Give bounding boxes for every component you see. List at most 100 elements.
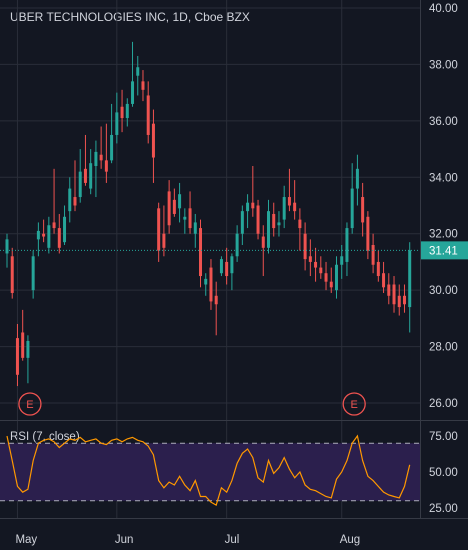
earnings-marker-label: E <box>26 399 33 411</box>
candle-down <box>256 205 260 234</box>
candle-down <box>21 332 25 358</box>
candle-down <box>376 261 380 277</box>
x-tick-label: Jun <box>115 534 134 546</box>
candle-up <box>350 188 354 229</box>
candle-down <box>57 228 61 248</box>
candle-down <box>167 191 171 226</box>
candle-down <box>387 284 391 296</box>
candle-down <box>402 295 406 305</box>
earnings-marker <box>18 392 42 416</box>
candle-down <box>104 160 108 172</box>
earnings-marker-label: E <box>351 399 358 411</box>
candle-down <box>314 261 318 268</box>
y-tick-label: 34.00 <box>429 172 458 184</box>
candle-down <box>120 106 124 119</box>
candle-down <box>141 81 145 90</box>
candle-down <box>157 208 161 251</box>
candle-up <box>36 230 40 240</box>
candle-down <box>146 95 150 135</box>
candle-up <box>340 256 344 265</box>
y-tick-label: 38.00 <box>429 59 458 71</box>
chart-title: UBER TECHNOLOGIES INC, 1D, Cboe BZX <box>10 10 250 24</box>
candle-down <box>397 295 401 308</box>
candle-down <box>162 233 166 248</box>
candle-down <box>392 284 396 305</box>
candle-up <box>63 216 67 243</box>
candle-down <box>324 273 328 282</box>
candle-up <box>89 163 93 189</box>
rsi-tick-label: 25.00 <box>429 503 458 515</box>
y-tick-label: 32.00 <box>429 229 458 241</box>
x-tick-label: Jul <box>225 534 240 546</box>
earnings-marker <box>342 392 366 416</box>
candle-up <box>355 168 359 189</box>
candle-down <box>272 213 276 229</box>
y-tick-label: 36.00 <box>429 116 458 128</box>
last-price-badge <box>421 241 468 260</box>
candle-up <box>47 225 51 248</box>
candle-down <box>371 245 375 265</box>
candle-up <box>110 134 114 161</box>
candle-down <box>225 261 229 277</box>
y-tick-label: 30.00 <box>429 285 458 297</box>
candle-down <box>15 338 19 375</box>
candle-up <box>230 256 234 274</box>
candle-up <box>68 188 72 212</box>
candle-down <box>209 267 213 302</box>
candle-down <box>366 216 370 251</box>
candle-down <box>214 295 218 305</box>
candle-down <box>10 256 14 293</box>
candle-up <box>408 250 412 308</box>
candle-up <box>131 81 135 104</box>
candle-up <box>277 222 281 226</box>
candle-down <box>151 123 155 158</box>
candle-up <box>204 278 208 285</box>
candle-down <box>199 228 203 277</box>
candle-up <box>219 259 223 274</box>
candle-down <box>188 208 192 229</box>
candle-up <box>31 256 35 291</box>
candle-down <box>361 197 365 223</box>
candle-down <box>251 202 255 209</box>
candle-down <box>308 256 312 262</box>
y-tick-label: 26.00 <box>429 398 458 410</box>
y-tick-label: 40.00 <box>429 3 458 15</box>
candle-up <box>178 194 182 209</box>
rsi-tick-label: 50.00 <box>429 467 458 479</box>
candle-down <box>172 199 176 214</box>
rsi-title: RSI (7, close) <box>10 431 80 443</box>
candle-up <box>26 340 30 358</box>
candle-up <box>125 103 129 119</box>
candle-down <box>42 233 46 237</box>
candle-up <box>345 228 349 262</box>
candle-up <box>78 171 82 198</box>
last-price-label: 31.41 <box>429 245 458 257</box>
rsi-tick-label: 75.00 <box>429 431 458 443</box>
candle-up <box>115 112 119 135</box>
x-tick-label: May <box>15 534 37 546</box>
candle-down <box>303 233 307 260</box>
candle-down <box>298 219 302 229</box>
rsi-band-fill <box>0 443 420 501</box>
candle-up <box>136 67 140 76</box>
candle-up <box>240 211 244 234</box>
candle-down <box>261 236 265 248</box>
candle-up <box>282 197 286 220</box>
candle-down <box>83 168 87 183</box>
candle-down <box>99 154 103 161</box>
candle-down <box>287 197 291 206</box>
candle-down <box>319 267 323 274</box>
candle-down <box>293 202 297 212</box>
candle-up <box>94 151 98 166</box>
candle-up <box>235 233 239 257</box>
candle-up <box>183 216 187 220</box>
candle-down <box>73 197 77 206</box>
candle-up <box>246 202 250 212</box>
candle-up <box>5 239 9 254</box>
y-tick-label: 28.00 <box>429 342 458 354</box>
candle-down <box>52 222 56 229</box>
candle-up <box>267 211 270 248</box>
candle-up <box>334 264 338 291</box>
